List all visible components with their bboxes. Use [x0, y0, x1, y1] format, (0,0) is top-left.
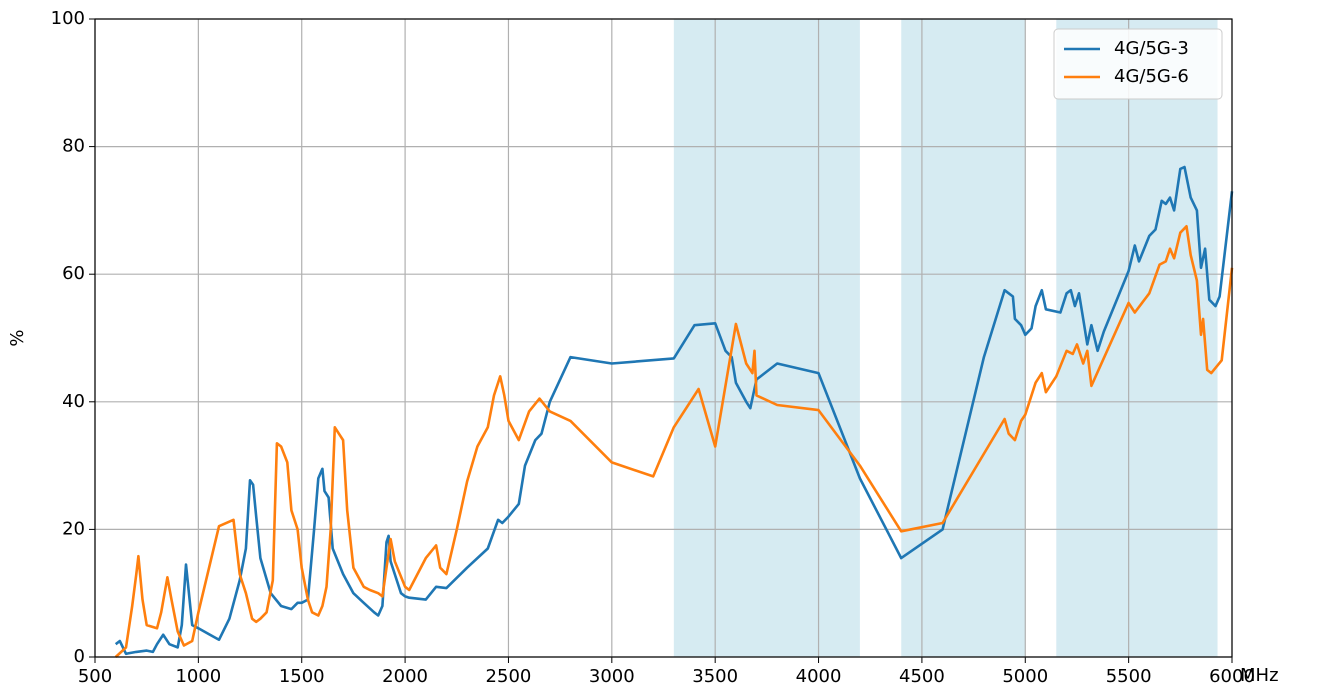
y-tick-label: 60: [62, 263, 85, 284]
series-line: [114, 225, 1234, 658]
series-line: [114, 165, 1234, 656]
x-tick-label: 3500: [692, 666, 738, 687]
x-tick-label: 3000: [589, 666, 635, 687]
x-tick-label: 1500: [279, 666, 325, 687]
shaded-band: [901, 19, 1026, 657]
y-tick-label: 0: [74, 646, 85, 667]
x-tick-label: 4000: [796, 666, 842, 687]
legend-label: 4G/5G-6: [1114, 66, 1189, 87]
legend-box: [1053, 28, 1223, 100]
x-axis-label: MHz: [1240, 665, 1279, 686]
x-tick-label: 6000: [1209, 666, 1255, 687]
y-tick-label: 80: [62, 136, 85, 157]
plot-frame: [94, 18, 1233, 658]
shaded-band: [1056, 19, 1218, 657]
shaded-band: [673, 19, 860, 657]
y-tick-label: 20: [62, 518, 85, 539]
x-tick-label: 1000: [175, 666, 221, 687]
legend-label: 4G/5G-3: [1114, 38, 1189, 59]
y-tick-label: 40: [62, 391, 85, 412]
y-axis-label: %: [7, 329, 28, 346]
x-tick-label: 500: [78, 666, 112, 687]
x-tick-label: 5000: [1002, 666, 1048, 687]
x-tick-label: 2500: [486, 666, 532, 687]
x-tick-label: 2000: [382, 666, 428, 687]
x-tick-label: 5500: [1106, 666, 1152, 687]
y-tick-label: 100: [51, 8, 85, 29]
x-tick-label: 4500: [899, 666, 945, 687]
